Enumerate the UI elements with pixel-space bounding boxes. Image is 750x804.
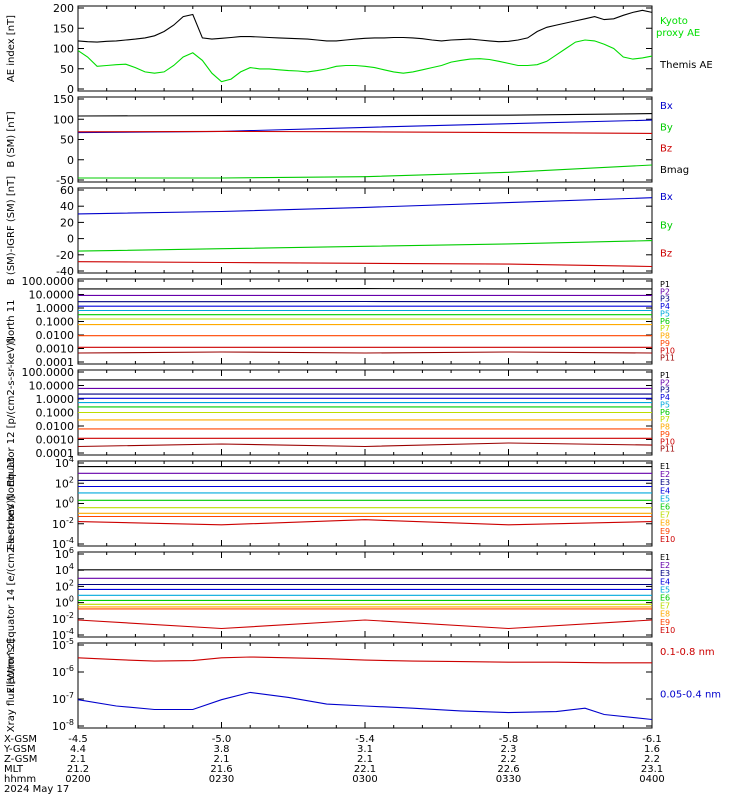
- y-tick-label: 10-8: [52, 718, 74, 733]
- y-tick-label: 20: [60, 216, 74, 229]
- y-tick-label: 0: [67, 233, 74, 246]
- y-tick-label: 10.0000: [29, 289, 75, 302]
- legend-label: 0.05-0.4 nm: [660, 690, 721, 701]
- y-tick-label: 10-7: [52, 691, 74, 706]
- y-tick-label: 102: [55, 578, 74, 593]
- series-line: [78, 120, 652, 133]
- y-tick-label: 104: [55, 455, 74, 470]
- legend-label: By: [660, 220, 673, 231]
- y-tick-label: 10.0000: [29, 380, 75, 393]
- y-tick-label: 50: [60, 134, 74, 147]
- axis-row-value: 0230: [209, 774, 234, 785]
- series-line: [78, 692, 652, 719]
- y-tick-label: 0: [67, 154, 74, 167]
- legend-label: 0.1-0.8 nm: [660, 647, 715, 658]
- y-tick-label: 106: [55, 546, 74, 561]
- legend-label: proxy AE: [656, 28, 700, 39]
- legend-label: E10: [660, 626, 675, 635]
- y-tick-label: 100: [55, 496, 74, 511]
- y-tick-label: 10-2: [52, 611, 74, 626]
- legend-label: By: [660, 122, 673, 133]
- series-line: [78, 10, 652, 42]
- y-tick-label: 1.0000: [36, 302, 75, 315]
- y-tick-label: 50: [60, 63, 74, 76]
- y-tick-label: 0.0100: [36, 329, 75, 342]
- legend-label: Kyoto: [660, 16, 688, 27]
- y-tick-label: 40: [60, 200, 74, 213]
- y-tick-label: 100: [53, 43, 74, 56]
- series-line: [78, 114, 652, 116]
- y-tick-label: 10-6: [52, 664, 74, 679]
- y-axis-label: AE index [nT]: [6, 15, 17, 82]
- axis-row-value: 0400: [639, 774, 664, 785]
- y-tick-label: 100: [53, 113, 74, 126]
- axis-row-value: 0330: [496, 774, 521, 785]
- y-tick-label: 60: [60, 184, 74, 197]
- y-tick-label: 100: [55, 595, 74, 610]
- y-tick-label: 1.0000: [36, 393, 75, 406]
- legend-label: Bz: [660, 144, 672, 155]
- panel-frame: [78, 552, 652, 637]
- legend-label: Bx: [660, 101, 673, 112]
- y-axis-label: B (SM) [nT]: [6, 111, 17, 167]
- y-tick-label: 150: [53, 93, 74, 106]
- legend-label: Themis AE: [659, 60, 713, 71]
- legend-label: Bz: [660, 249, 672, 260]
- y-tick-label: 100.0000: [22, 366, 75, 379]
- y-tick-label: 200: [53, 2, 74, 15]
- series-line: [78, 620, 652, 629]
- legend-label: Bmag: [660, 165, 689, 176]
- series-line: [78, 262, 652, 267]
- series-line: [78, 198, 652, 214]
- series-line: [78, 241, 652, 252]
- series-line: [78, 520, 652, 525]
- y-tick-label: 0.0100: [36, 420, 75, 433]
- y-tick-label: -20: [56, 249, 74, 262]
- legend-label: P11: [660, 445, 675, 454]
- y-tick-label: 0.1000: [36, 407, 75, 420]
- y-axis-label: Xray flux [W/m^2]: [6, 639, 17, 733]
- y-tick-label: 104: [55, 562, 74, 577]
- y-tick-label: 10-2: [52, 516, 74, 531]
- legend-label: E10: [660, 535, 675, 544]
- series-line: [78, 40, 652, 82]
- y-tick-label: 10-5: [52, 637, 74, 652]
- series-line: [78, 443, 652, 447]
- y-tick-label: 150: [53, 22, 74, 35]
- axis-row-value: 0300: [352, 774, 377, 785]
- y-tick-label: 0.0010: [36, 434, 75, 447]
- panel-frame: [78, 279, 652, 364]
- y-axis-label: North 11: [6, 300, 17, 344]
- legend-label: Bx: [660, 192, 673, 203]
- y-tick-label: 0.0010: [36, 343, 75, 356]
- series-line: [78, 352, 652, 353]
- y-tick-label: 0.1000: [36, 316, 75, 329]
- y-tick-label: 102: [55, 475, 74, 490]
- legend-label: P11: [660, 354, 675, 363]
- panel-frame: [78, 643, 652, 728]
- y-axis-label: B (SM)-IGRF (SM) [nT]: [6, 176, 17, 285]
- date-label: 2024 May 17: [4, 784, 69, 795]
- y-tick-label: 100.0000: [22, 275, 75, 288]
- series-line: [78, 657, 652, 663]
